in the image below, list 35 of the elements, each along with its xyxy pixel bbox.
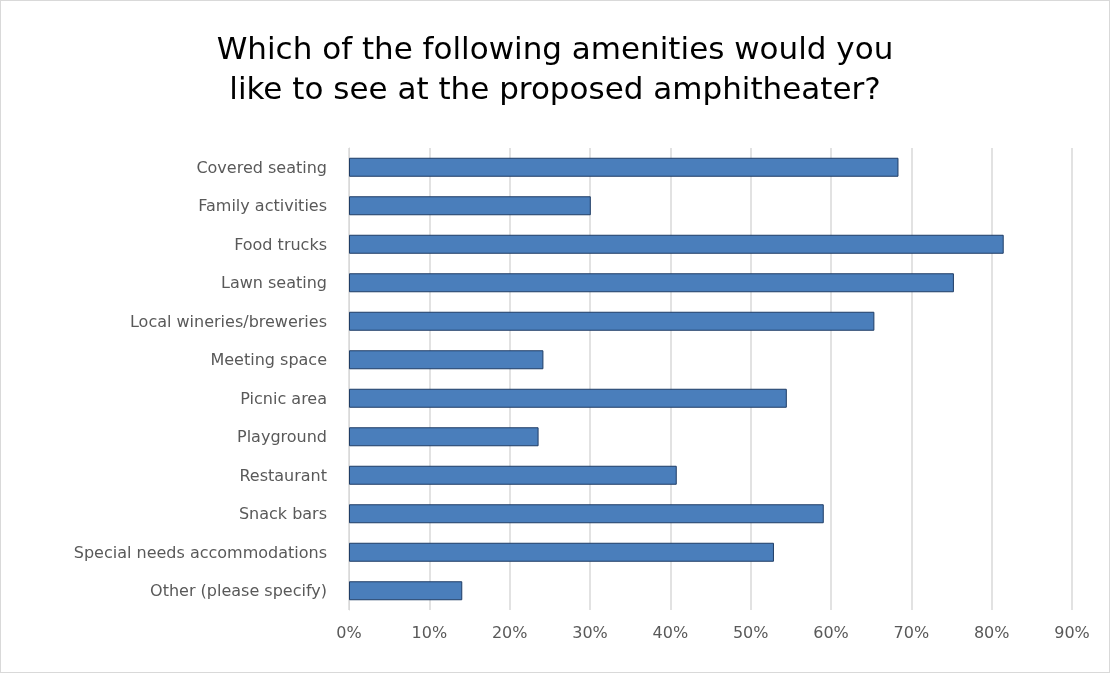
x-tick-label: 40% xyxy=(652,622,689,642)
bar xyxy=(349,388,787,408)
y-tick-label: Lawn seating xyxy=(220,273,327,293)
bar xyxy=(349,157,899,177)
x-tick-label: 20% xyxy=(491,622,528,642)
y-tick-label: Special needs accommodations xyxy=(73,542,327,562)
bar xyxy=(349,196,591,216)
x-tick-label: 10% xyxy=(411,622,448,642)
y-tick-label: Playground xyxy=(237,427,327,447)
y-tick-label: Covered seating xyxy=(196,157,327,177)
x-tick-label: 80% xyxy=(973,622,1010,642)
x-tick-label: 0% xyxy=(336,622,362,642)
x-tick-label: 90% xyxy=(1054,622,1090,642)
x-tick-label: 30% xyxy=(572,622,608,642)
bar xyxy=(349,273,954,293)
x-tick-label: 70% xyxy=(893,622,930,642)
bar xyxy=(349,427,539,447)
y-tick-label: Other (please specify) xyxy=(150,581,327,601)
y-tick-label: Picnic area xyxy=(240,388,327,408)
x-tick-label: 50% xyxy=(732,622,769,642)
bar xyxy=(349,504,824,524)
y-tick-label: Restaurant xyxy=(239,465,327,485)
x-tick-label: 60% xyxy=(813,622,849,642)
bar xyxy=(349,311,875,331)
bar xyxy=(349,350,544,370)
y-tick-label: Local wineries/breweries xyxy=(129,311,327,331)
y-tick-label: Snack bars xyxy=(238,504,327,524)
y-tick-label: Food trucks xyxy=(234,234,327,254)
bar xyxy=(349,581,463,601)
y-tick-label: Family activities xyxy=(198,196,327,216)
bar xyxy=(349,465,677,485)
chart-title: Which of the following amenities would you like to see at the proposed amphitheater? xyxy=(216,30,894,106)
bar xyxy=(349,234,1004,254)
bar xyxy=(349,542,774,562)
y-tick-label: Meeting space xyxy=(210,350,327,370)
